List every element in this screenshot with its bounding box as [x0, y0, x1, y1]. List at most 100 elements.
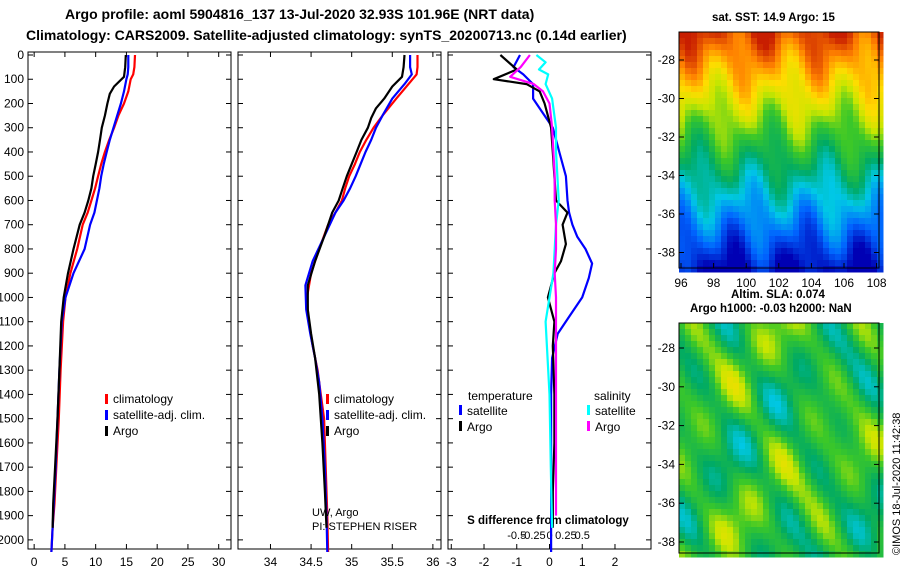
sst-map-lon-label: 102	[769, 276, 789, 290]
depth-tick-label: 0	[17, 48, 24, 62]
x-tick-label: 2	[612, 555, 619, 569]
x-tick-label: 10	[89, 555, 103, 569]
series-difference-salinity-satellite	[535, 54, 560, 528]
sst-map-lat-label: -34	[658, 169, 676, 183]
sst-map-lat-label: -28	[658, 53, 676, 67]
depth-tick-label: 700	[4, 218, 24, 232]
x-tick-label: -3	[446, 555, 457, 569]
x-tick-label: 30	[212, 555, 226, 569]
legend-label: climatology	[334, 392, 394, 406]
depth-tick-label: 400	[4, 145, 24, 159]
x-tick-label: 0	[31, 555, 38, 569]
legend-swatch	[587, 405, 590, 415]
sst-map-lon-label: 96	[674, 276, 688, 290]
depth-tick-label: 300	[4, 121, 24, 135]
sst-map-lat-label: -30	[658, 92, 676, 106]
sla-map-lat-label: -28	[658, 341, 676, 355]
sla-map	[679, 323, 884, 558]
depth-tick-label: 1600	[0, 436, 24, 450]
sst-map-lon-label: 100	[736, 276, 756, 290]
x-tick-label: 0	[546, 555, 553, 569]
x-tick-label: 20	[151, 555, 165, 569]
x-tick-label: 25	[181, 555, 195, 569]
annotation-owner: UW, Argo	[312, 507, 358, 519]
depth-tick-label: 1900	[0, 509, 24, 523]
difference-xlabel: S difference from climatology	[467, 515, 629, 527]
x-tick-label: -1	[511, 555, 522, 569]
legend-swatch	[105, 394, 108, 404]
legend-label: Argo	[113, 424, 139, 438]
x-tick-label: 34.5	[299, 555, 323, 569]
legend-label: Argo	[334, 424, 360, 438]
legend-swatch	[587, 421, 590, 431]
depth-tick-label: 1200	[0, 339, 24, 353]
title-line-2: Climatology: CARS2009. Satellite-adjuste…	[26, 27, 627, 43]
legend-label: satellite	[595, 404, 636, 418]
depth-tick-label: 600	[4, 193, 24, 207]
imos-stamp: ©IMOS 18-Jul-2020 11:42:38	[891, 412, 900, 555]
series-difference-temperature-argo	[492, 54, 569, 528]
depth-tick-label: 200	[4, 96, 24, 110]
sst-map-lat-label: -38	[658, 246, 676, 260]
legend-swatch	[459, 405, 462, 415]
x-tick-label-salinity: -0.25	[521, 530, 546, 542]
sla-map-lat-label: -38	[658, 535, 676, 549]
sla-map-lat-label: -36	[658, 496, 676, 510]
depth-tick-label: 1700	[0, 460, 24, 474]
sst-map-title: sat. SST: 14.9 Argo: 15	[712, 12, 835, 24]
legend-label: Argo	[467, 420, 493, 434]
x-tick-label: -2	[479, 555, 490, 569]
legend-swatch	[459, 421, 462, 431]
legend-group-title: temperature	[468, 389, 533, 403]
depth-tick-label: 100	[4, 72, 24, 86]
depth-tick-label: 1400	[0, 387, 24, 401]
x-tick-label: 35.5	[381, 555, 405, 569]
legend-group-title: salinity	[594, 389, 631, 403]
series-difference-temperature-satellite	[512, 54, 594, 552]
legend-swatch	[326, 410, 329, 420]
depth-tick-label: 1100	[0, 315, 24, 329]
sst-map-lon-label: 104	[801, 276, 821, 290]
panel-frame-temperature	[27, 51, 232, 550]
depth-tick-label: 1800	[0, 484, 24, 498]
legend-label: climatology	[113, 392, 173, 406]
sst-map-lon-label: 108	[867, 276, 887, 290]
panel-frame-salinity	[237, 51, 442, 550]
x-tick-label-salinity: -0.5	[507, 530, 526, 542]
depth-tick-label: 2000	[0, 533, 24, 547]
sla-map-title-1: Altim. SLA: 0.074	[731, 289, 825, 301]
series-salinity-satellite	[304, 55, 413, 553]
x-tick-label-salinity: 0	[546, 530, 552, 542]
x-tick-label: 34	[264, 555, 278, 569]
sla-map-lat-label: -30	[658, 380, 676, 394]
annotation-pi: PI: STEPHEN RISER	[312, 521, 417, 533]
sst-map-lat-label: -36	[658, 207, 676, 221]
depth-tick-label: 1000	[0, 290, 24, 304]
sla-map-lat-label: -32	[658, 419, 676, 433]
x-tick-label: 36	[426, 555, 440, 569]
sla-map-title-2: Argo h1000: -0.03 h2000: NaN	[690, 303, 852, 315]
sst-map-lat-label: -32	[658, 130, 676, 144]
series-temperature-argo	[51, 54, 127, 528]
x-tick-label: 5	[62, 555, 69, 569]
sst-map	[679, 32, 884, 273]
depth-tick-label: 500	[4, 169, 24, 183]
series-difference-salinity-argo	[509, 54, 558, 516]
x-tick-label-salinity: 0.5	[575, 530, 590, 542]
x-tick-label: 35	[345, 555, 359, 569]
depth-tick-label: 800	[4, 242, 24, 256]
depth-tick-label: 900	[4, 266, 24, 280]
legend-label: satellite-adj. clim.	[113, 408, 205, 422]
sla-map-lat-label: -34	[658, 457, 676, 471]
legend-label: satellite-adj. clim.	[334, 408, 426, 422]
title-line-1: Argo profile: aoml 5904816_137 13-Jul-20…	[65, 6, 535, 22]
x-tick-label: 1	[579, 555, 586, 569]
legend-swatch	[326, 394, 329, 404]
sla-map-frame	[678, 322, 880, 554]
sst-map-lon-label: 106	[834, 276, 854, 290]
x-tick-label: 15	[120, 555, 134, 569]
x-tick-label-salinity: 0.25	[555, 530, 576, 542]
legend-swatch	[105, 426, 108, 436]
legend-swatch	[105, 410, 108, 420]
